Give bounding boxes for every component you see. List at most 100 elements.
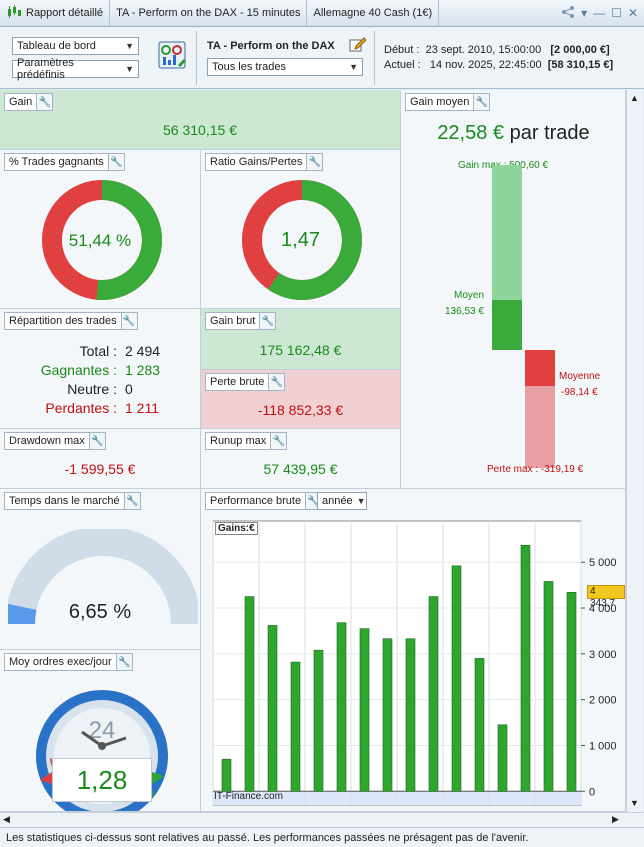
horizontal-scrollbar[interactable]: ◀ ▶	[0, 812, 644, 827]
current-value: [58 310,15 €]	[547, 59, 614, 71]
repartition-title: Répartition des trades 🔧	[4, 312, 138, 330]
chevron-down-icon[interactable]: ▾	[581, 6, 588, 20]
tab-rapport[interactable]: Rapport détaillé	[0, 0, 111, 27]
trades-filter-select[interactable]: Tous les trades ▼	[207, 58, 363, 76]
wrench-icon[interactable]: 🔧	[270, 433, 287, 449]
candlestick-icon	[6, 4, 22, 22]
scroll-right-icon[interactable]: ▶	[612, 814, 619, 824]
close-icon[interactable]: ✕	[627, 6, 638, 20]
drawdown-value: -1 599,55 €	[64, 461, 136, 477]
report-toolbar: Tableau de bord ▼ Paramètres prédéfinis ▼ …	[0, 27, 644, 89]
wrench-icon[interactable]: 🔧	[115, 654, 132, 670]
repartition-title-label: Répartition des trades	[9, 315, 117, 327]
gain-brut-title-label: Gain brut	[210, 315, 256, 327]
chart-bar	[451, 565, 462, 792]
gain-brut-panel: Gain brut 🔧 175 162,48 €	[201, 309, 401, 370]
chart-ytick-label: 5 000	[589, 557, 617, 569]
chart-axis-title: Gains:€	[215, 522, 258, 535]
wrench-icon[interactable]: 🔧	[123, 493, 140, 509]
win-value: 1 283	[125, 362, 161, 378]
params-select-value: Paramètres prédéfinis	[17, 57, 74, 81]
performance-title-label: Performance brute	[210, 495, 302, 507]
runup-value: 57 439,95 €	[263, 461, 338, 477]
chevron-down-icon: ▼	[349, 62, 358, 72]
chart-ytick-label: 1 000	[589, 740, 617, 752]
ratio-title: Ratio Gains/Pertes 🔧	[205, 153, 324, 171]
edit-icon[interactable]	[348, 35, 367, 56]
gain-brut-value: 175 162,48 €	[259, 342, 342, 358]
pct-trades-donut	[42, 180, 162, 300]
moyenne-label: Moyenne	[559, 371, 601, 382]
chevron-down-icon: ▼	[125, 41, 134, 51]
wrench-icon[interactable]: 🔧	[268, 374, 285, 390]
disclaimer-footer: Les statistiques ci-dessus sont relative…	[0, 827, 644, 847]
tab-instrument[interactable]: Allemagne 40 Cash (1€)	[307, 0, 440, 27]
chart-bar	[497, 724, 508, 792]
runup-title: Runup max 🔧	[205, 432, 288, 450]
ordres-title-label: Moy ordres exec/jour	[9, 656, 112, 668]
performance-chart: 0 1 000 2 000 3 000 4 000 5 000	[212, 520, 617, 806]
chart-bar	[359, 628, 370, 792]
minimize-icon[interactable]: —	[593, 6, 606, 20]
tab-instrument-label: Allemagne 40 Cash (1€)	[313, 7, 433, 19]
runup-panel: Runup max 🔧 57 439,95 €	[201, 429, 401, 489]
gauge-fill	[8, 603, 37, 625]
gain-moyen-title: Gain moyen 🔧	[405, 93, 491, 111]
temps-panel: Temps dans le marché 🔧 6,65 %	[0, 489, 201, 650]
last-value-badge: 4 343,7	[587, 585, 625, 609]
total-label: Total :	[79, 343, 117, 359]
gauge-track	[8, 529, 198, 625]
gain-value: 56 310,15 €	[163, 122, 237, 138]
chart-bar	[520, 544, 531, 792]
wrench-icon[interactable]: 🔧	[36, 94, 53, 110]
win-label: Gagnantes :	[40, 362, 117, 378]
period-select[interactable]: année ▼	[317, 492, 367, 510]
view-select[interactable]: Tableau de bord ▼	[12, 37, 139, 55]
tab-rapport-label: Rapport détaillé	[26, 7, 104, 19]
scroll-left-icon[interactable]: ◀	[3, 814, 10, 824]
ratio-donut	[242, 180, 362, 300]
scroll-down-icon[interactable]: ▼	[630, 798, 639, 808]
tab-strategy-label: TA - Perform on the DAX - 15 minutes	[116, 7, 301, 19]
chart-bar	[267, 625, 278, 792]
chart-bar	[221, 758, 232, 792]
tab-strategy[interactable]: TA - Perform on the DAX - 15 minutes	[110, 0, 308, 27]
ratio-title-label: Ratio Gains/Pertes	[210, 156, 303, 168]
performance-panel: Performance brute 🔧 année ▼ 0 1 000 2 000 3 0…	[201, 489, 626, 812]
start-label: Début :	[384, 44, 420, 56]
chart-bar	[244, 596, 255, 792]
gain-title: Gain 🔧	[4, 93, 54, 111]
chart-bar	[382, 638, 393, 792]
start-date: 23 sept. 2010, 15:00:00	[425, 44, 542, 56]
perte-brute-panel: Perte brute 🔧 -118 852,33 €	[201, 370, 401, 429]
maximize-icon[interactable]: ☐	[611, 6, 622, 20]
window-titlebar: Rapport détaillé TA - Perform on the DAX…	[0, 0, 644, 27]
chart-ytick-label: 4 000	[589, 603, 617, 615]
toolbar-divider	[196, 31, 197, 85]
wrench-icon[interactable]: 🔧	[473, 94, 490, 110]
gain-moyen-panel: Gain moyen🔧 22,58 € par trade Gain max :…	[401, 90, 626, 489]
temps-gauge	[8, 529, 198, 625]
gain-moyen-title-label: Gain moyen	[410, 96, 470, 108]
wrench-icon[interactable]: 🔧	[306, 154, 323, 170]
dashboard-icon[interactable]	[158, 40, 188, 72]
params-select[interactable]: Paramètres prédéfinis ▼	[12, 57, 139, 81]
scroll-up-icon[interactable]: ▲	[630, 93, 639, 103]
ordres-panel: Moy ordres exec/jour 🔧 24 1,28	[0, 650, 201, 812]
wrench-icon[interactable]: 🔧	[259, 313, 276, 329]
perte-brute-title: Perte brute 🔧	[205, 373, 286, 391]
wrench-icon[interactable]: 🔧	[107, 154, 124, 170]
chevron-down-icon: ▼	[125, 64, 134, 74]
ordres-value: 1,28	[52, 758, 152, 802]
wrench-icon[interactable]: 🔧	[120, 313, 137, 329]
drawdown-panel: Drawdown max 🔧 -1 599,55 €	[0, 429, 201, 489]
gain-avg-bar	[492, 299, 522, 350]
vertical-scrollbar[interactable]: ▲ ▼	[626, 90, 643, 812]
wrench-icon[interactable]: 🔧	[88, 433, 105, 449]
drawdown-title: Drawdown max 🔧	[4, 432, 106, 450]
share-icon[interactable]	[561, 5, 575, 21]
chart-bar	[405, 638, 416, 792]
perte-brute-title-label: Perte brute	[210, 376, 265, 388]
ordres-title: Moy ordres exec/jour 🔧	[4, 653, 133, 671]
temps-title-label: Temps dans le marché	[9, 495, 120, 507]
